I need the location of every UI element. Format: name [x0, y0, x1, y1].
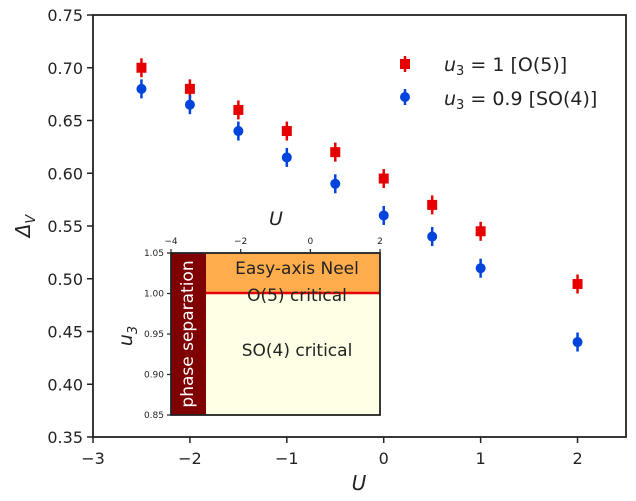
inset-y-tick-label: 0.85	[144, 411, 164, 421]
data-point	[184, 99, 195, 110]
series-so4	[136, 79, 583, 352]
data-point	[330, 178, 341, 189]
easy-axis-label: Easy-axis Neel	[235, 259, 359, 279]
svg-text:u3: u3	[115, 326, 141, 346]
y-axis-title: ΔV	[11, 214, 39, 240]
data-point	[136, 62, 147, 73]
data-point	[281, 152, 292, 163]
data-point	[233, 104, 244, 115]
inset-ticks: −4 −2 0 2 0.85 0.90 0.95 1.00 1.05	[144, 237, 383, 421]
y-tick-label: 0.45	[47, 323, 83, 342]
data-point	[475, 263, 486, 274]
o5-critical-label: O(5) critical	[247, 286, 347, 306]
y-tick-label: 0.75	[47, 6, 83, 25]
svg-text:u3 = 1 [O(5)]: u3 = 1 [O(5)]	[444, 54, 567, 79]
inset-x-tick-label: 0	[307, 237, 313, 247]
region-phase-separation	[171, 253, 206, 415]
x-tick-label: −3	[81, 449, 105, 468]
x-tick-label: 1	[476, 449, 486, 468]
x-tick-label: −2	[178, 449, 202, 468]
data-point	[281, 126, 292, 137]
inset-x-tick-label: −4	[164, 237, 178, 247]
inset-y-tick-label: 1.00	[144, 290, 164, 300]
legend-entry-so4: u3 = 0.9 [SO(4)]	[400, 88, 597, 113]
y-tick-label: 0.55	[47, 217, 83, 236]
main-series	[136, 58, 583, 352]
inset-x-tick-label: 2	[377, 237, 383, 247]
so4-critical-label: SO(4) critical	[242, 341, 353, 361]
x-tick-label: 2	[572, 449, 582, 468]
data-point	[378, 173, 389, 184]
inset-y-tick-label: 0.95	[144, 330, 164, 340]
data-point	[330, 147, 341, 158]
data-point	[184, 83, 195, 94]
y-tick-label: 0.50	[47, 270, 83, 289]
inset-y-axis-title: u3	[115, 326, 141, 346]
legend-entry-o5: u3 = 1 [O(5)]	[400, 54, 567, 79]
inset-x-tick-label: −2	[234, 237, 247, 247]
data-point	[475, 226, 486, 237]
x-tick-label: −1	[275, 449, 299, 468]
inset-y-tick-label: 1.05	[144, 249, 164, 259]
data-point	[572, 337, 583, 348]
data-point	[427, 231, 438, 242]
svg-text:ΔV: ΔV	[11, 214, 39, 240]
svg-text:u3 = 0.9 [SO(4)]: u3 = 0.9 [SO(4)]	[444, 88, 597, 113]
y-tick-label: 0.60	[47, 164, 83, 183]
x-axis-title: U	[352, 471, 367, 495]
y-tick-label: 0.65	[47, 112, 83, 131]
data-point	[233, 126, 244, 137]
y-tick-label: 0.70	[47, 59, 83, 78]
inset-phase-diagram: Easy-axis Neel O(5) critical SO(4) criti…	[115, 208, 383, 421]
main-ticks: −3 −2 −1 0 1 2 0.35 0.40 0.45 0.50 0.55 0.60 0.65 0.7…	[47, 6, 582, 468]
phase-separation-label: phase separation	[178, 260, 198, 407]
data-point	[136, 83, 147, 94]
inset-y-tick-label: 0.90	[144, 371, 164, 381]
y-tick-label: 0.40	[47, 375, 83, 394]
x-tick-label: 0	[379, 449, 389, 468]
y-tick-label: 0.35	[47, 428, 83, 447]
data-point	[427, 199, 438, 210]
data-point	[378, 210, 389, 221]
legend: u3 = 1 [O(5)] u3 = 0.9 [SO(4)]	[400, 54, 597, 113]
data-point	[572, 279, 583, 290]
inset-x-axis-title: U	[269, 208, 283, 230]
